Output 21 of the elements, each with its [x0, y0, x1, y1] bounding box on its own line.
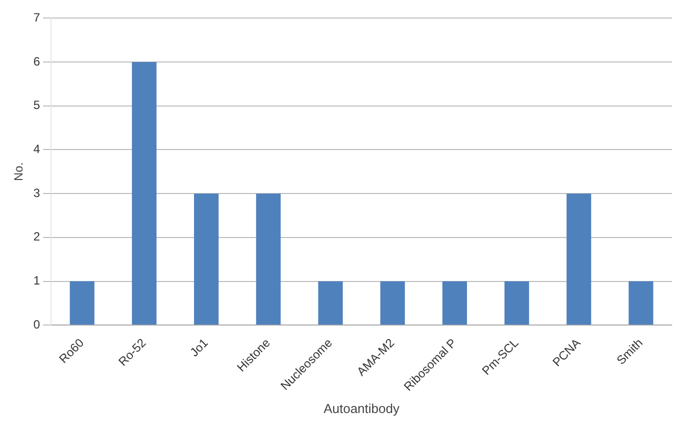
y-tick-label: 6 [33, 54, 40, 68]
bar [566, 194, 592, 325]
bar [194, 194, 219, 325]
bar [256, 194, 281, 325]
y-tick-label: 3 [33, 186, 40, 200]
y-tick-label: 4 [33, 142, 40, 156]
bar [318, 281, 343, 325]
y-tick-label: 7 [33, 10, 40, 25]
x-axis-title: Autoantibody [324, 400, 400, 416]
bar [132, 62, 157, 325]
y-tick-label: 5 [33, 98, 40, 112]
bar [504, 281, 530, 325]
y-tick-label: 2 [33, 230, 40, 244]
bar [442, 281, 467, 325]
y-tick-label: 1 [33, 274, 40, 288]
x-tick-label: Jo1 [187, 336, 211, 360]
bar [380, 281, 405, 325]
bar [70, 281, 94, 325]
y-axis-title: No. [12, 162, 26, 181]
bar [628, 281, 654, 325]
y-tick-label: 0 [33, 317, 40, 332]
